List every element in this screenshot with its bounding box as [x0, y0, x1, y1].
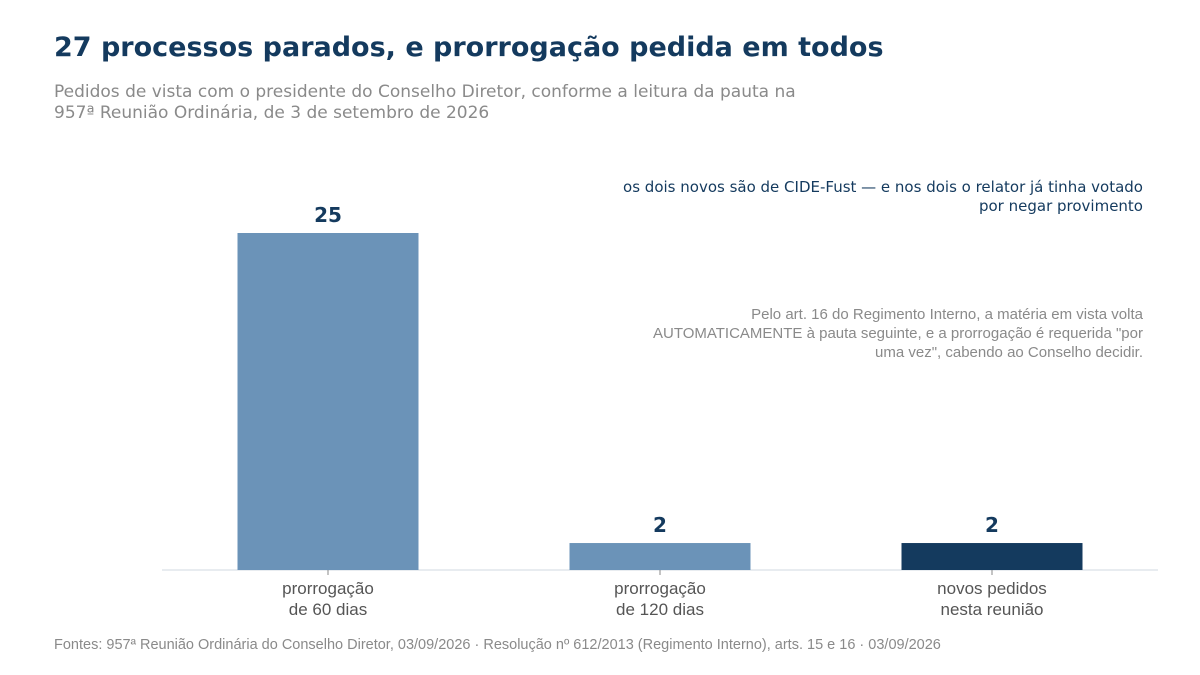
chart-subtitle: Pedidos de vista com o presidente do Con… [54, 82, 796, 123]
x-tick-label: prorrogação de 60 dias [282, 579, 374, 619]
bar [901, 543, 1083, 570]
value-label: 2 [985, 513, 999, 537]
regimento-note: Pelo art. 16 do Regimento Interno, a mat… [652, 306, 1143, 361]
x-tick-label: novos pedidos nesta reunião [937, 579, 1047, 619]
chart-title: 27 processos parados, e prorrogação pedi… [54, 32, 884, 63]
value-label: 2 [653, 513, 667, 537]
bar [569, 543, 751, 570]
value-label: 25 [314, 203, 342, 227]
source-footnote: Fontes: 957ª Reunião Ordinária do Consel… [54, 637, 941, 653]
x-tick-label: prorrogação de 120 dias [614, 579, 706, 619]
highlight-annotation: os dois novos são de CIDE-Fust — e nos d… [623, 178, 1143, 215]
bar [237, 233, 419, 570]
